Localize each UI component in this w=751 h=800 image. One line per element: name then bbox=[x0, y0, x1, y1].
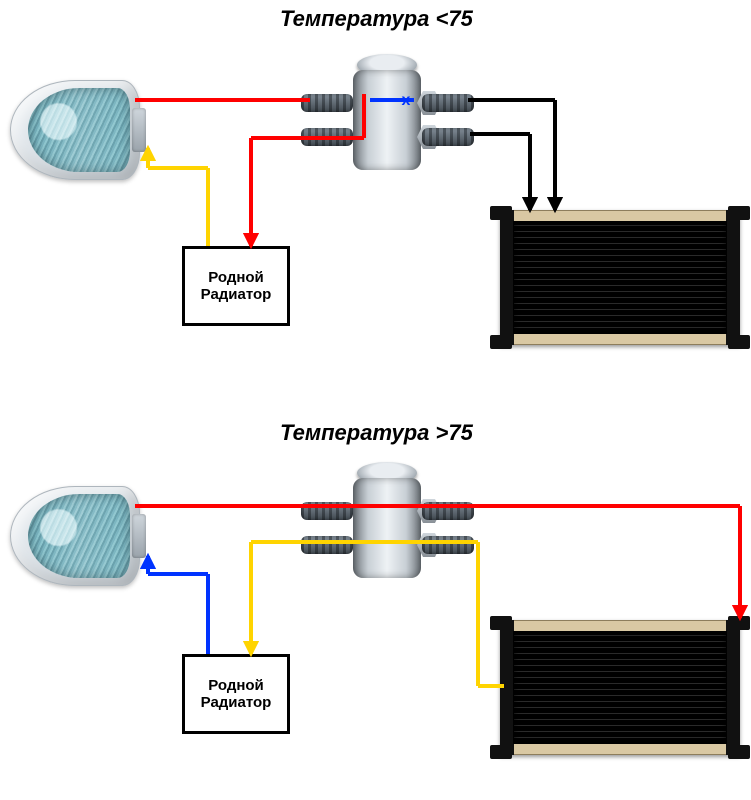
title-hot: Температура >75 bbox=[280, 420, 473, 446]
thermostat-valve-icon bbox=[305, 70, 470, 170]
radiator-label-line1: Родной bbox=[208, 677, 264, 694]
transmission-icon bbox=[10, 80, 140, 180]
radiator-label-line2: Радиатор bbox=[201, 286, 272, 303]
diagram-canvas: Температура <75 Температура >75 Родной Р… bbox=[0, 0, 751, 800]
stock-radiator-box: Родной Радиатор bbox=[182, 246, 290, 326]
title-cold: Температура <75 bbox=[280, 6, 473, 32]
transmission-icon bbox=[10, 486, 140, 586]
oil-cooler-icon bbox=[500, 620, 740, 755]
stock-radiator-box: Родной Радиатор bbox=[182, 654, 290, 734]
radiator-label-line2: Радиатор bbox=[201, 694, 272, 711]
oil-cooler-icon bbox=[500, 210, 740, 345]
thermostat-valve-icon bbox=[305, 478, 470, 578]
radiator-label-line1: Родной bbox=[208, 269, 264, 286]
